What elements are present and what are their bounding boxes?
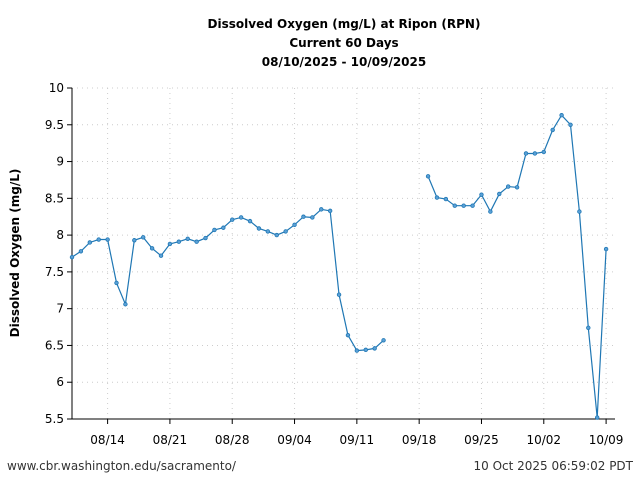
data-point	[434, 195, 440, 200]
data-point	[283, 229, 288, 234]
y-tick-label: 6.5	[45, 338, 64, 352]
data-point	[185, 236, 190, 241]
data-point	[203, 235, 208, 241]
x-tick-label: 09/25	[464, 433, 499, 447]
data-point	[532, 151, 538, 156]
data-point	[167, 241, 173, 247]
data-point	[354, 348, 360, 353]
data-point	[114, 280, 119, 286]
data-point	[158, 253, 164, 258]
x-tick-label: 09/11	[340, 433, 375, 447]
data-point	[319, 207, 324, 212]
footer-url: www.cbr.washington.edu/sacramento/	[7, 459, 237, 473]
y-tick-label: 7.5	[45, 265, 64, 279]
data-point	[497, 191, 502, 197]
data-point	[238, 215, 244, 220]
data-point	[194, 239, 199, 244]
data-point	[363, 347, 368, 353]
data-point	[550, 127, 555, 133]
data-point	[256, 226, 262, 231]
data-point	[568, 122, 573, 127]
data-point	[274, 232, 279, 238]
data-point	[87, 240, 93, 245]
footer-timestamp: 10 Oct 2025 06:59:02 PDT	[473, 459, 633, 473]
data-point	[327, 208, 333, 214]
data-point	[452, 203, 457, 208]
data-point	[310, 215, 315, 220]
y-tick-label: 6	[56, 375, 64, 389]
data-point	[176, 239, 182, 244]
x-tick-label: 08/28	[215, 433, 250, 447]
data-point	[105, 237, 110, 242]
data-point	[292, 222, 297, 228]
y-tick-label: 7	[56, 302, 64, 316]
y-tick-label: 9.5	[45, 118, 64, 132]
chart-subtitle: Current 60 Days	[289, 36, 398, 50]
data-point	[381, 338, 386, 343]
series-line	[427, 114, 607, 418]
data-point	[78, 249, 84, 254]
x-tick-label: 10/09	[589, 433, 624, 447]
data-point	[132, 238, 137, 243]
data-point	[141, 235, 146, 240]
y-tick-label: 10	[49, 81, 64, 95]
data-point	[247, 218, 253, 224]
data-point	[69, 254, 75, 260]
series-line	[71, 208, 384, 352]
data-point	[372, 346, 377, 351]
data-point	[123, 302, 128, 307]
x-tick-label: 10/02	[526, 433, 561, 447]
data-point	[603, 246, 609, 252]
x-tick-label: 09/04	[277, 433, 312, 447]
data-point	[479, 192, 484, 197]
data-point	[265, 229, 271, 234]
x-tick-label: 08/14	[90, 433, 125, 447]
data-point	[541, 149, 546, 155]
data-point	[443, 196, 449, 202]
data-point	[149, 246, 155, 251]
data-point	[559, 113, 564, 118]
x-tick-label: 09/18	[402, 433, 437, 447]
x-tick-label: 08/21	[153, 433, 188, 447]
data-point	[523, 151, 529, 156]
chart-title: Dissolved Oxygen (mg/L) at Ripon (RPN)	[208, 17, 481, 31]
data-point	[221, 225, 226, 230]
data-point	[96, 237, 101, 242]
data-point	[505, 184, 511, 189]
data-point	[488, 209, 493, 214]
data-point	[301, 214, 306, 219]
data-point	[514, 185, 520, 190]
data-point	[212, 227, 217, 233]
data-point	[425, 174, 431, 179]
y-tick-label: 9	[56, 155, 64, 169]
y-axis-label: Dissolved Oxygen (mg/L)	[8, 169, 22, 338]
data-point	[594, 415, 600, 420]
data-point	[345, 332, 351, 338]
y-tick-label: 8.5	[45, 191, 64, 205]
data-point	[577, 209, 582, 214]
data-point	[461, 203, 466, 208]
data-point	[336, 292, 342, 297]
data-point	[230, 217, 235, 222]
chart-date-range: 08/10/2025 - 10/09/2025	[262, 55, 426, 69]
y-tick-label: 8	[56, 228, 64, 242]
y-tick-label: 5.5	[45, 412, 64, 426]
data-point	[586, 325, 591, 330]
data-point	[470, 203, 475, 208]
